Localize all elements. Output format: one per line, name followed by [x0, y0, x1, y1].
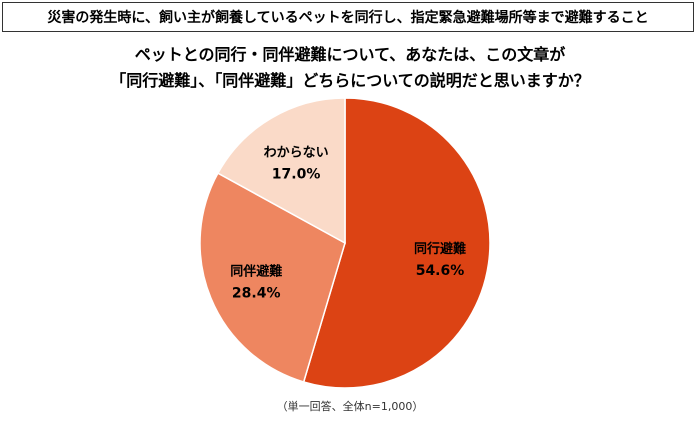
question-line-1: ペットとの同行・同伴避難について、あなたは、この文章が: [134, 45, 566, 64]
pie-slice-0: [302, 97, 491, 389]
sample-note: （単一回答、全体n=1,000）: [276, 400, 424, 413]
statement-box: 災害の発生時に、飼い主が飼養しているペットを同行し、指定緊急避難場所等まで避難す…: [2, 2, 694, 32]
chart-question: ペットとの同行・同伴避難について、あなたは、この文章が 「同行避難」、「同伴避難…: [0, 42, 700, 94]
slice-value-1: 28.4%: [232, 286, 281, 302]
slice-label-0: 同行避難: [414, 241, 466, 257]
pie-slice-1: [199, 172, 346, 383]
statement-text: 災害の発生時に、飼い主が飼養しているペットを同行し、指定緊急避難場所等まで避難す…: [47, 10, 649, 26]
question-line-2: 「同行避難」、「同伴避難」どちらについての説明だと思いますか？: [110, 71, 590, 90]
slice-value-2: 17.0%: [272, 166, 321, 182]
slice-label-2: わからない: [264, 145, 329, 160]
pie-slice-2: [216, 97, 346, 245]
slice-value-0: 54.6%: [416, 263, 465, 279]
slice-label-1: 同伴避難: [230, 264, 282, 280]
